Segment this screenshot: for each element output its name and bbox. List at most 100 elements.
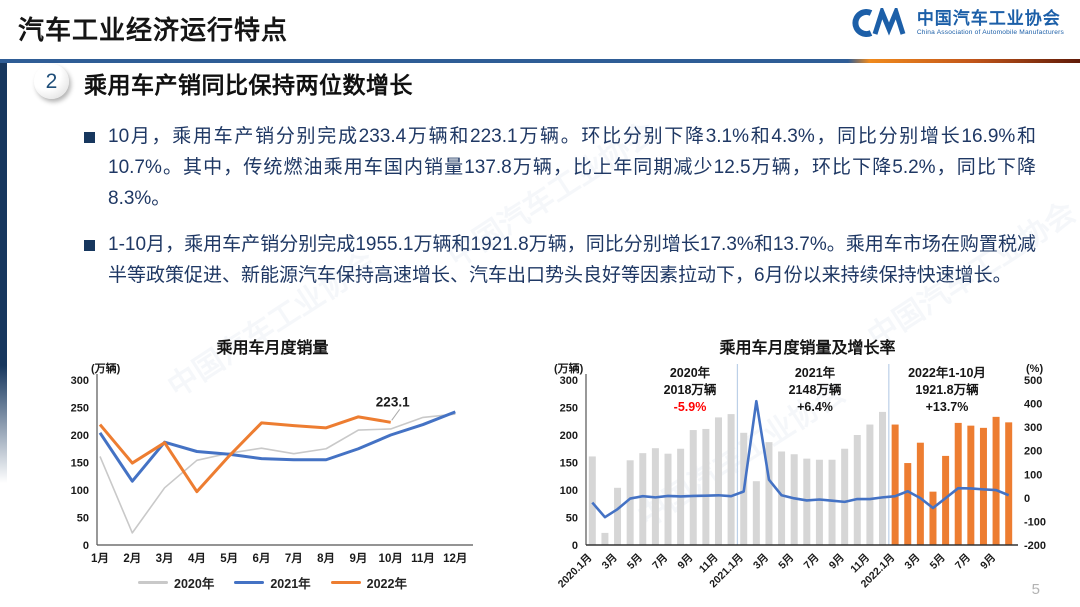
y-axis-unit: (万辆) [91,362,121,375]
chart-title: 乘用车月度销量 [216,340,329,357]
right-axis-tick: -100 [1024,516,1046,528]
sales-bar [879,411,887,545]
x-axis-tick: 6月 [253,552,271,565]
left-axis-tick: 100 [560,485,578,497]
sales-bar [601,532,609,545]
x-axis-tick: 5月 [928,552,948,572]
left-axis-tick: 50 [566,513,578,525]
x-axis-tick: 1月 [91,552,109,565]
x-axis-tick: 2月 [123,552,141,565]
sales-bar [916,442,924,545]
chart-left-svg: (万辆) 0 50 100 150 200 250 300 1月 2月 3月 4月 5月 6月 7月 8月 9月… [71,362,473,565]
chart-title: 乘用车月度销量及增长率 [719,340,896,357]
sales-bar [929,491,937,545]
y-axis-tick: 250 [71,403,89,415]
x-axis-tick: 9月 [675,552,695,572]
legend-item-2021年: 2021年 [234,573,311,592]
sales-bar [979,427,987,545]
page-title: 汽车工业经济运行特点 [18,15,289,45]
x-axis-tick: 5月 [625,552,645,572]
x-axis-tick: 2020.1月 [556,552,595,591]
sales-bar [689,430,697,545]
sales-bar [992,416,1000,545]
x-axis-tick: 4月 [188,552,206,565]
x-axis-tick: 3月 [902,552,922,572]
bullet-list: 10月，乘用车产销分别完成233.4万辆和223.1万辆。环比分别下降3.1%和… [84,122,1036,307]
sales-bar [954,422,962,545]
right-axis-tick: 0 [1024,493,1030,505]
y-axis-tick: 100 [71,485,89,497]
left-axis-tick: 250 [560,403,578,415]
sales-bar [664,453,672,545]
y-axis-tick: 300 [71,375,89,387]
right-axis-unit: (%) [1026,363,1043,375]
left-axis-tick: 200 [560,430,578,442]
left-axis-tick: 300 [560,375,578,387]
sales-bar [853,435,861,545]
x-axis-tick: 9月 [349,552,367,565]
caam-logo-icon [852,8,906,37]
left-accent-stripe [0,63,7,483]
sales-bar [967,425,975,545]
right-axis-tick: 200 [1024,446,1042,458]
left-axis-unit: (万辆) [554,362,584,375]
legend-item-2020年: 2020年 [138,573,214,592]
legend-swatch-icon [234,580,265,585]
series-line-2022年 [98,415,391,494]
bullet-item: 10月，乘用车产销分别完成233.4万辆和223.1万辆。环比分别下降3.1%和… [84,122,1036,215]
sales-bar [1005,422,1013,545]
point-label-leader [391,409,401,421]
series-line-2021年 [98,410,456,483]
right-axis-tick: 300 [1024,422,1042,434]
legend-swatch-icon [138,580,169,585]
sales-bar [752,481,760,545]
x-axis-tick: 7月 [802,552,822,572]
series-line-2020年 [99,413,456,534]
sales-bar [904,463,912,545]
logo-name-cn: 中国汽车工业协会 [916,9,1061,29]
bullet-square-icon [84,239,95,251]
section-number-badge: 2 [34,64,69,99]
chart-right-svg: (万辆) (%) 0 50 100 150 200 250 300 -200 -100 0 100 200… [554,362,1046,591]
logo-name-en: China Association of Automobile Manufact… [916,28,1064,36]
x-axis-tick: 3月 [156,552,174,565]
y-axis-tick: 50 [77,513,89,525]
sales-bar [639,453,647,545]
sales-bar [778,451,786,545]
x-axis-tick: 3月 [751,552,771,572]
chart-legend: 2020年 2021年 2022年 [55,573,490,592]
y-axis-tick: 200 [71,430,89,442]
sales-bar [841,448,849,545]
bullet-square-icon [84,132,95,143]
x-axis-tick: 7月 [953,552,973,572]
legend-label: 2021年 [270,577,311,591]
x-axis-tick: 10月 [379,552,403,565]
x-axis-tick: 5月 [220,552,238,565]
legend-swatch-icon [330,580,361,585]
sales-bar [626,460,634,545]
x-axis-tick: 7月 [285,552,303,565]
right-axis-tick: -200 [1024,540,1046,552]
y-axis-tick: 0 [83,540,89,552]
sales-bar [588,456,596,545]
sales-bar [714,417,722,545]
right-axis-tick: 400 [1024,399,1042,411]
bullet-text: 1-10月，乘用车产销分别完成1955.1万辆和1921.8万辆，同比分别增长1… [108,233,1036,286]
left-axis-tick: 150 [560,458,578,470]
point-label: 223.1 [376,394,410,409]
legend-label: 2022年 [366,577,407,591]
sales-bar [702,428,710,545]
bullet-item: 1-10月，乘用车产销分别完成1955.1万辆和1921.8万辆，同比分别增长1… [84,230,1036,292]
x-axis-tick: 9月 [827,552,847,572]
right-axis-tick: 100 [1024,469,1042,481]
left-axis-tick: 0 [572,540,578,552]
page-number: 5 [1031,581,1040,598]
sales-bar [803,458,811,545]
growth-rate-line [591,399,1010,519]
sales-bar [942,455,950,545]
caam-logo: 中国汽车工业协会 China Association of Automobile… [851,8,1064,38]
sales-bar [727,414,735,545]
x-axis-tick: 3月 [600,552,620,572]
sales-bar [815,459,823,545]
x-axis-tick: 11月 [411,552,435,565]
